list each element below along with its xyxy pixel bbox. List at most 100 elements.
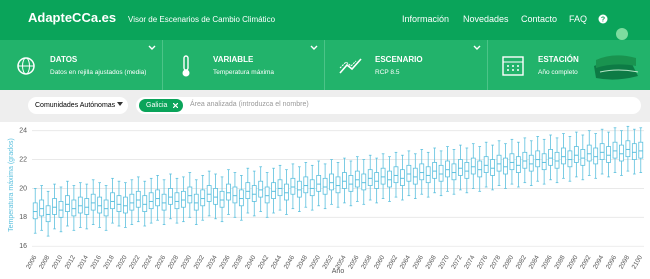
x-tick-label: 2072 (450, 254, 463, 270)
x-tick-label: 2068 (425, 254, 438, 270)
box (97, 196, 103, 214)
box (393, 166, 399, 184)
box (612, 141, 618, 159)
x-axis-title: Año (332, 268, 345, 275)
box (193, 193, 199, 211)
nav-link[interactable]: Información (402, 14, 450, 24)
x-tick-label: 2070 (437, 254, 450, 270)
box (258, 180, 264, 198)
search-placeholder: Área analizada (introduzca el nombre) (190, 101, 309, 108)
box (593, 147, 599, 165)
box (103, 199, 109, 217)
x-tick-label: 2012 (64, 254, 77, 270)
x-tick-label: 2044 (270, 254, 283, 270)
selector[interactable]: DATOS Datos en rejilla ajustados (media) (0, 40, 163, 90)
box (52, 198, 57, 215)
x-tick-label: 2040 (244, 254, 257, 270)
selector[interactable]: ESTACIÓN Año completo (488, 28, 650, 90)
x-tick-label: 2080 (502, 254, 515, 270)
box (303, 176, 309, 194)
x-tick-label: 2078 (489, 254, 502, 270)
box (483, 156, 489, 173)
x-tick-label: 2064 (399, 254, 412, 270)
box (335, 176, 341, 194)
logo[interactable]: AdapteCCa.es (28, 10, 117, 25)
x-tick-label: 2058 (360, 254, 373, 270)
selector-value: Año completo (538, 69, 578, 76)
box (445, 160, 450, 178)
box (503, 157, 508, 175)
trend-icon (339, 58, 362, 74)
selector-label: VARIABLE (213, 55, 254, 64)
chip-text: Galicia (146, 102, 168, 109)
box (32, 202, 38, 220)
x-tick-label: 2016 (90, 254, 103, 270)
x-tick-label: 2034 (206, 254, 219, 270)
box (206, 185, 212, 202)
box (586, 144, 592, 162)
box (631, 143, 637, 160)
nav-link[interactable]: FAQ (569, 14, 588, 24)
site-subtitle: Visor de Escenarios de Cambio Climático (128, 15, 276, 24)
box (116, 195, 122, 212)
box (110, 192, 115, 210)
help-icon[interactable]: ? (598, 14, 608, 24)
box (45, 205, 51, 223)
svg-text:?: ? (601, 16, 605, 23)
box (374, 172, 380, 189)
box (251, 185, 257, 202)
box (245, 182, 251, 199)
x-tick-label: 2094 (592, 254, 605, 270)
box (213, 188, 218, 205)
x-tick-label: 2038 (231, 254, 244, 270)
box (284, 183, 289, 201)
box (180, 190, 186, 208)
x-tick-label: 2020 (115, 254, 128, 270)
chart: Año Temperatura máxima (grados) 16182022… (8, 125, 644, 275)
box (361, 173, 367, 191)
box (309, 179, 315, 197)
x-tick-label: 2010 (51, 254, 64, 270)
y-tick-label: 22 (19, 156, 27, 163)
box (168, 188, 173, 205)
box (135, 190, 141, 208)
box (129, 193, 135, 211)
box (226, 183, 231, 201)
selected-chip[interactable]: Galicia (139, 99, 184, 112)
search-box[interactable]: Galicia Área analizada (introduzca el no… (136, 97, 641, 114)
x-tick-label: 2098 (618, 254, 631, 270)
x-tick-label: 2076 (476, 254, 489, 270)
dropdown-caret (117, 102, 124, 106)
filter-bar: Comunidades Autónomas Galicia Área anali… (0, 90, 650, 122)
box (39, 199, 45, 217)
selector-value: RCP 8.5 (375, 69, 400, 76)
box (200, 189, 206, 207)
season-illustration (594, 28, 639, 80)
nav-link[interactable]: Novedades (463, 14, 509, 24)
y-tick-label: 20 (19, 185, 27, 192)
x-tick-label: 2062 (386, 254, 399, 270)
box (380, 167, 386, 185)
box (438, 164, 444, 182)
box (174, 192, 180, 210)
x-tick-label: 2066 (412, 254, 425, 270)
box (290, 177, 296, 195)
nav-link[interactable]: Contacto (521, 14, 558, 24)
box (400, 169, 405, 186)
box (264, 186, 270, 204)
selector[interactable]: VARIABLE Temperatura máxima (163, 40, 325, 90)
x-tick-label: 2074 (463, 254, 476, 270)
chip-remove[interactable] (173, 103, 179, 108)
x-tick-label: 2030 (180, 254, 193, 270)
x-tick-label: 2092 (579, 254, 592, 270)
x-tick-label: 2046 (283, 254, 296, 270)
chevron (310, 45, 318, 50)
box (625, 140, 631, 158)
region-dropdown[interactable]: Comunidades Autónomas (28, 97, 128, 114)
x-tick-label: 2042 (257, 254, 270, 270)
box (77, 196, 83, 214)
selector[interactable]: ESCENARIO RCP 8.5 (325, 40, 488, 90)
y-tick-label: 16 (19, 243, 27, 250)
x-tick-label: 2096 (605, 254, 618, 270)
